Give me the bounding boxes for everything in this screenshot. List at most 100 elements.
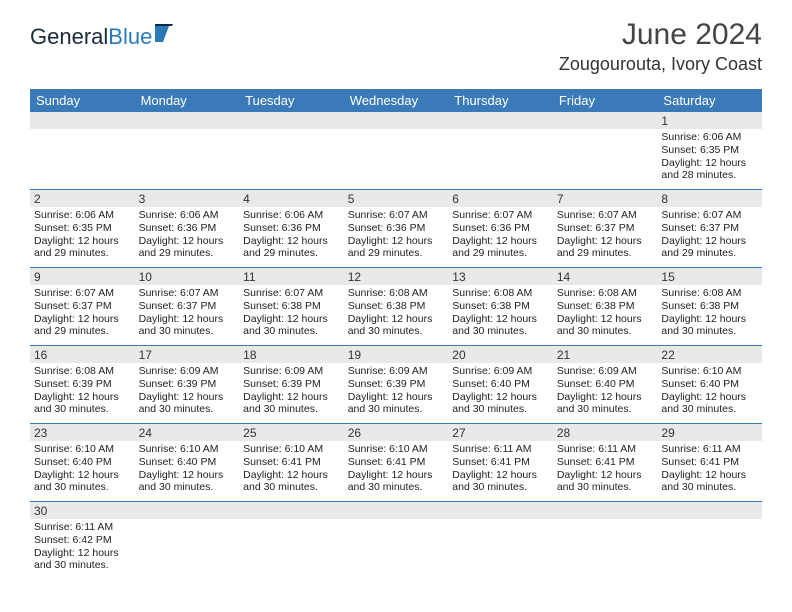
daylight-text-2: and 30 minutes. — [243, 481, 340, 494]
day-number — [553, 112, 658, 129]
day-number: 16 — [30, 346, 135, 363]
daylight-text-1: Daylight: 12 hours — [661, 157, 758, 170]
daylight-text-1: Daylight: 12 hours — [139, 313, 236, 326]
daylight-text-1: Daylight: 12 hours — [34, 391, 131, 404]
daylight-text-2: and 30 minutes. — [139, 325, 236, 338]
week-row: Sunrise: 6:10 AMSunset: 6:40 PMDaylight:… — [30, 441, 762, 502]
daylight-text-2: and 30 minutes. — [557, 481, 654, 494]
day-number — [30, 112, 135, 129]
daynum-row: 2345678 — [30, 190, 762, 207]
sunrise-text: Sunrise: 6:07 AM — [348, 209, 445, 222]
sunset-text: Sunset: 6:40 PM — [139, 456, 236, 469]
week-row: Sunrise: 6:11 AMSunset: 6:42 PMDaylight:… — [30, 519, 762, 579]
day-number: 14 — [553, 268, 658, 285]
sunrise-text: Sunrise: 6:06 AM — [661, 131, 758, 144]
day-cell: Sunrise: 6:09 AMSunset: 6:39 PMDaylight:… — [344, 363, 449, 423]
daylight-text-2: and 30 minutes. — [557, 403, 654, 416]
day-cell: Sunrise: 6:06 AMSunset: 6:35 PMDaylight:… — [657, 129, 762, 189]
daylight-text-1: Daylight: 12 hours — [348, 235, 445, 248]
daylight-text-2: and 29 minutes. — [243, 247, 340, 260]
day-number: 9 — [30, 268, 135, 285]
sunrise-text: Sunrise: 6:06 AM — [139, 209, 236, 222]
week-row: Sunrise: 6:08 AMSunset: 6:39 PMDaylight:… — [30, 363, 762, 424]
sunset-text: Sunset: 6:40 PM — [557, 378, 654, 391]
sunset-text: Sunset: 6:41 PM — [243, 456, 340, 469]
day-number: 8 — [657, 190, 762, 207]
daylight-text-2: and 29 minutes. — [34, 325, 131, 338]
sunset-text: Sunset: 6:40 PM — [452, 378, 549, 391]
logo-flag-icon — [155, 24, 181, 42]
daynum-row: 1 — [30, 112, 762, 129]
sunrise-text: Sunrise: 6:07 AM — [557, 209, 654, 222]
sunset-text: Sunset: 6:39 PM — [34, 378, 131, 391]
day-number: 18 — [239, 346, 344, 363]
sunrise-text: Sunrise: 6:10 AM — [661, 365, 758, 378]
daylight-text-1: Daylight: 12 hours — [452, 313, 549, 326]
sunrise-text: Sunrise: 6:11 AM — [452, 443, 549, 456]
daynum-row: 23242526272829 — [30, 424, 762, 441]
day-cell: Sunrise: 6:06 AMSunset: 6:36 PMDaylight:… — [239, 207, 344, 267]
sunrise-text: Sunrise: 6:09 AM — [243, 365, 340, 378]
sunset-text: Sunset: 6:41 PM — [452, 456, 549, 469]
sunset-text: Sunset: 6:38 PM — [661, 300, 758, 313]
day-cell — [448, 129, 553, 189]
day-cell: Sunrise: 6:09 AMSunset: 6:39 PMDaylight:… — [135, 363, 240, 423]
day-number: 21 — [553, 346, 658, 363]
sunrise-text: Sunrise: 6:08 AM — [661, 287, 758, 300]
day-number — [239, 502, 344, 519]
day-cell: Sunrise: 6:08 AMSunset: 6:38 PMDaylight:… — [344, 285, 449, 345]
day-cell — [553, 129, 658, 189]
week-row: Sunrise: 6:07 AMSunset: 6:37 PMDaylight:… — [30, 285, 762, 346]
daylight-text-1: Daylight: 12 hours — [348, 391, 445, 404]
daylight-text-1: Daylight: 12 hours — [243, 235, 340, 248]
day-number: 23 — [30, 424, 135, 441]
sunrise-text: Sunrise: 6:10 AM — [34, 443, 131, 456]
day-cell: Sunrise: 6:07 AMSunset: 6:36 PMDaylight:… — [448, 207, 553, 267]
day-number: 12 — [344, 268, 449, 285]
day-number: 25 — [239, 424, 344, 441]
daylight-text-2: and 30 minutes. — [557, 325, 654, 338]
weekday-fri: Friday — [553, 89, 658, 112]
sunset-text: Sunset: 6:36 PM — [348, 222, 445, 235]
sunrise-text: Sunrise: 6:06 AM — [243, 209, 340, 222]
daylight-text-2: and 30 minutes. — [452, 481, 549, 494]
sunset-text: Sunset: 6:39 PM — [243, 378, 340, 391]
sunrise-text: Sunrise: 6:09 AM — [348, 365, 445, 378]
daylight-text-2: and 30 minutes. — [661, 481, 758, 494]
sunset-text: Sunset: 6:37 PM — [661, 222, 758, 235]
weekday-sat: Saturday — [657, 89, 762, 112]
day-number — [448, 112, 553, 129]
weekday-sun: Sunday — [30, 89, 135, 112]
daylight-text-2: and 30 minutes. — [243, 325, 340, 338]
day-cell: Sunrise: 6:07 AMSunset: 6:36 PMDaylight:… — [344, 207, 449, 267]
month-title: June 2024 — [559, 18, 762, 52]
sunrise-text: Sunrise: 6:07 AM — [139, 287, 236, 300]
day-number — [239, 112, 344, 129]
sunrise-text: Sunrise: 6:10 AM — [139, 443, 236, 456]
weekday-header: Sunday Monday Tuesday Wednesday Thursday… — [30, 89, 762, 112]
daylight-text-1: Daylight: 12 hours — [139, 235, 236, 248]
daylight-text-1: Daylight: 12 hours — [348, 469, 445, 482]
day-number — [135, 502, 240, 519]
sunrise-text: Sunrise: 6:09 AM — [139, 365, 236, 378]
sunset-text: Sunset: 6:36 PM — [243, 222, 340, 235]
day-number: 17 — [135, 346, 240, 363]
daylight-text-2: and 30 minutes. — [452, 403, 549, 416]
sunrise-text: Sunrise: 6:08 AM — [452, 287, 549, 300]
daylight-text-2: and 29 minutes. — [34, 247, 131, 260]
day-cell: Sunrise: 6:11 AMSunset: 6:41 PMDaylight:… — [448, 441, 553, 501]
day-cell: Sunrise: 6:09 AMSunset: 6:40 PMDaylight:… — [553, 363, 658, 423]
day-cell: Sunrise: 6:08 AMSunset: 6:38 PMDaylight:… — [657, 285, 762, 345]
daylight-text-2: and 30 minutes. — [661, 403, 758, 416]
sunrise-text: Sunrise: 6:07 AM — [661, 209, 758, 222]
daylight-text-1: Daylight: 12 hours — [348, 313, 445, 326]
day-number: 5 — [344, 190, 449, 207]
day-cell — [135, 129, 240, 189]
sunset-text: Sunset: 6:41 PM — [348, 456, 445, 469]
day-number: 10 — [135, 268, 240, 285]
daylight-text-2: and 30 minutes. — [348, 403, 445, 416]
weekday-thu: Thursday — [448, 89, 553, 112]
sunrise-text: Sunrise: 6:11 AM — [661, 443, 758, 456]
title-block: June 2024 Zougourouta, Ivory Coast — [559, 18, 762, 75]
sunset-text: Sunset: 6:37 PM — [557, 222, 654, 235]
